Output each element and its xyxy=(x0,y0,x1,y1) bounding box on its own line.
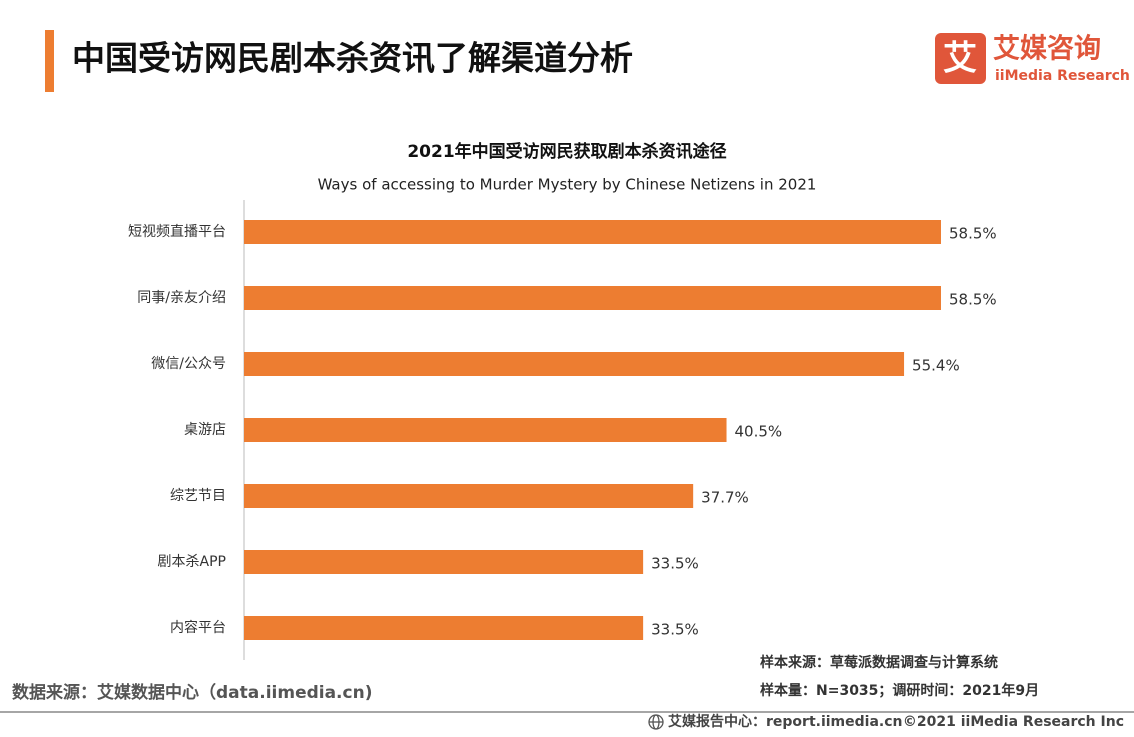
value-label: 33.5% xyxy=(651,555,699,573)
category-label: 内容平台 xyxy=(170,619,226,636)
page-title: 中国受访网民剧本杀资讯了解渠道分析 xyxy=(72,39,633,78)
logo-icon-text: 艾 xyxy=(943,39,977,79)
logo-icon xyxy=(935,33,986,84)
category-label: 剧本杀APP xyxy=(158,554,226,570)
category-label: 微信/公众号 xyxy=(151,356,226,372)
value-label: 58.5% xyxy=(949,225,997,243)
footer-report: 艾媒报告中心：report.iimedia.cn xyxy=(668,713,903,730)
chart-title: 2021年中国受访网民获取剧本杀资讯途径 xyxy=(407,141,726,162)
footer-copyright: ©2021 iiMedia Research Inc xyxy=(903,714,1124,730)
sample-size: 样本量：N=3035；调研时间：2021年9月 xyxy=(760,682,1039,699)
value-label: 33.5% xyxy=(651,621,699,639)
logo-name: 艾媒咨询 xyxy=(993,33,1101,65)
bar xyxy=(244,286,941,310)
logo-sub: iiMedia Research xyxy=(995,68,1130,84)
data-source: 数据来源：艾媒数据中心（data.iimedia.cn) xyxy=(12,682,372,703)
bar xyxy=(244,352,905,376)
title-accent xyxy=(45,30,54,92)
sample-source: 样本来源：草莓派数据调查与计算系统 xyxy=(760,654,998,671)
category-label: 同事/亲友介绍 xyxy=(137,290,226,306)
category-label: 桌游店 xyxy=(184,422,226,438)
value-label: 37.7% xyxy=(701,489,749,507)
category-label: 短视频直播平台 xyxy=(128,223,226,240)
value-label: 58.5% xyxy=(949,291,997,309)
value-label: 55.4% xyxy=(912,357,960,375)
value-label: 40.5% xyxy=(735,423,783,441)
bar xyxy=(244,220,941,244)
plot: 短视频直播平台 58.5% 同事/亲友介绍 58.5% 微信/公众号 55.4% 桌游店 40… xyxy=(128,220,997,640)
chart-subtitle: Ways of accessing to Murder Mystery by C… xyxy=(318,176,817,194)
bar xyxy=(244,550,644,574)
category-label: 综艺节目 xyxy=(170,488,226,504)
bar xyxy=(244,418,727,442)
globe-icon xyxy=(648,714,664,730)
bar xyxy=(244,616,644,640)
bar xyxy=(244,484,694,508)
